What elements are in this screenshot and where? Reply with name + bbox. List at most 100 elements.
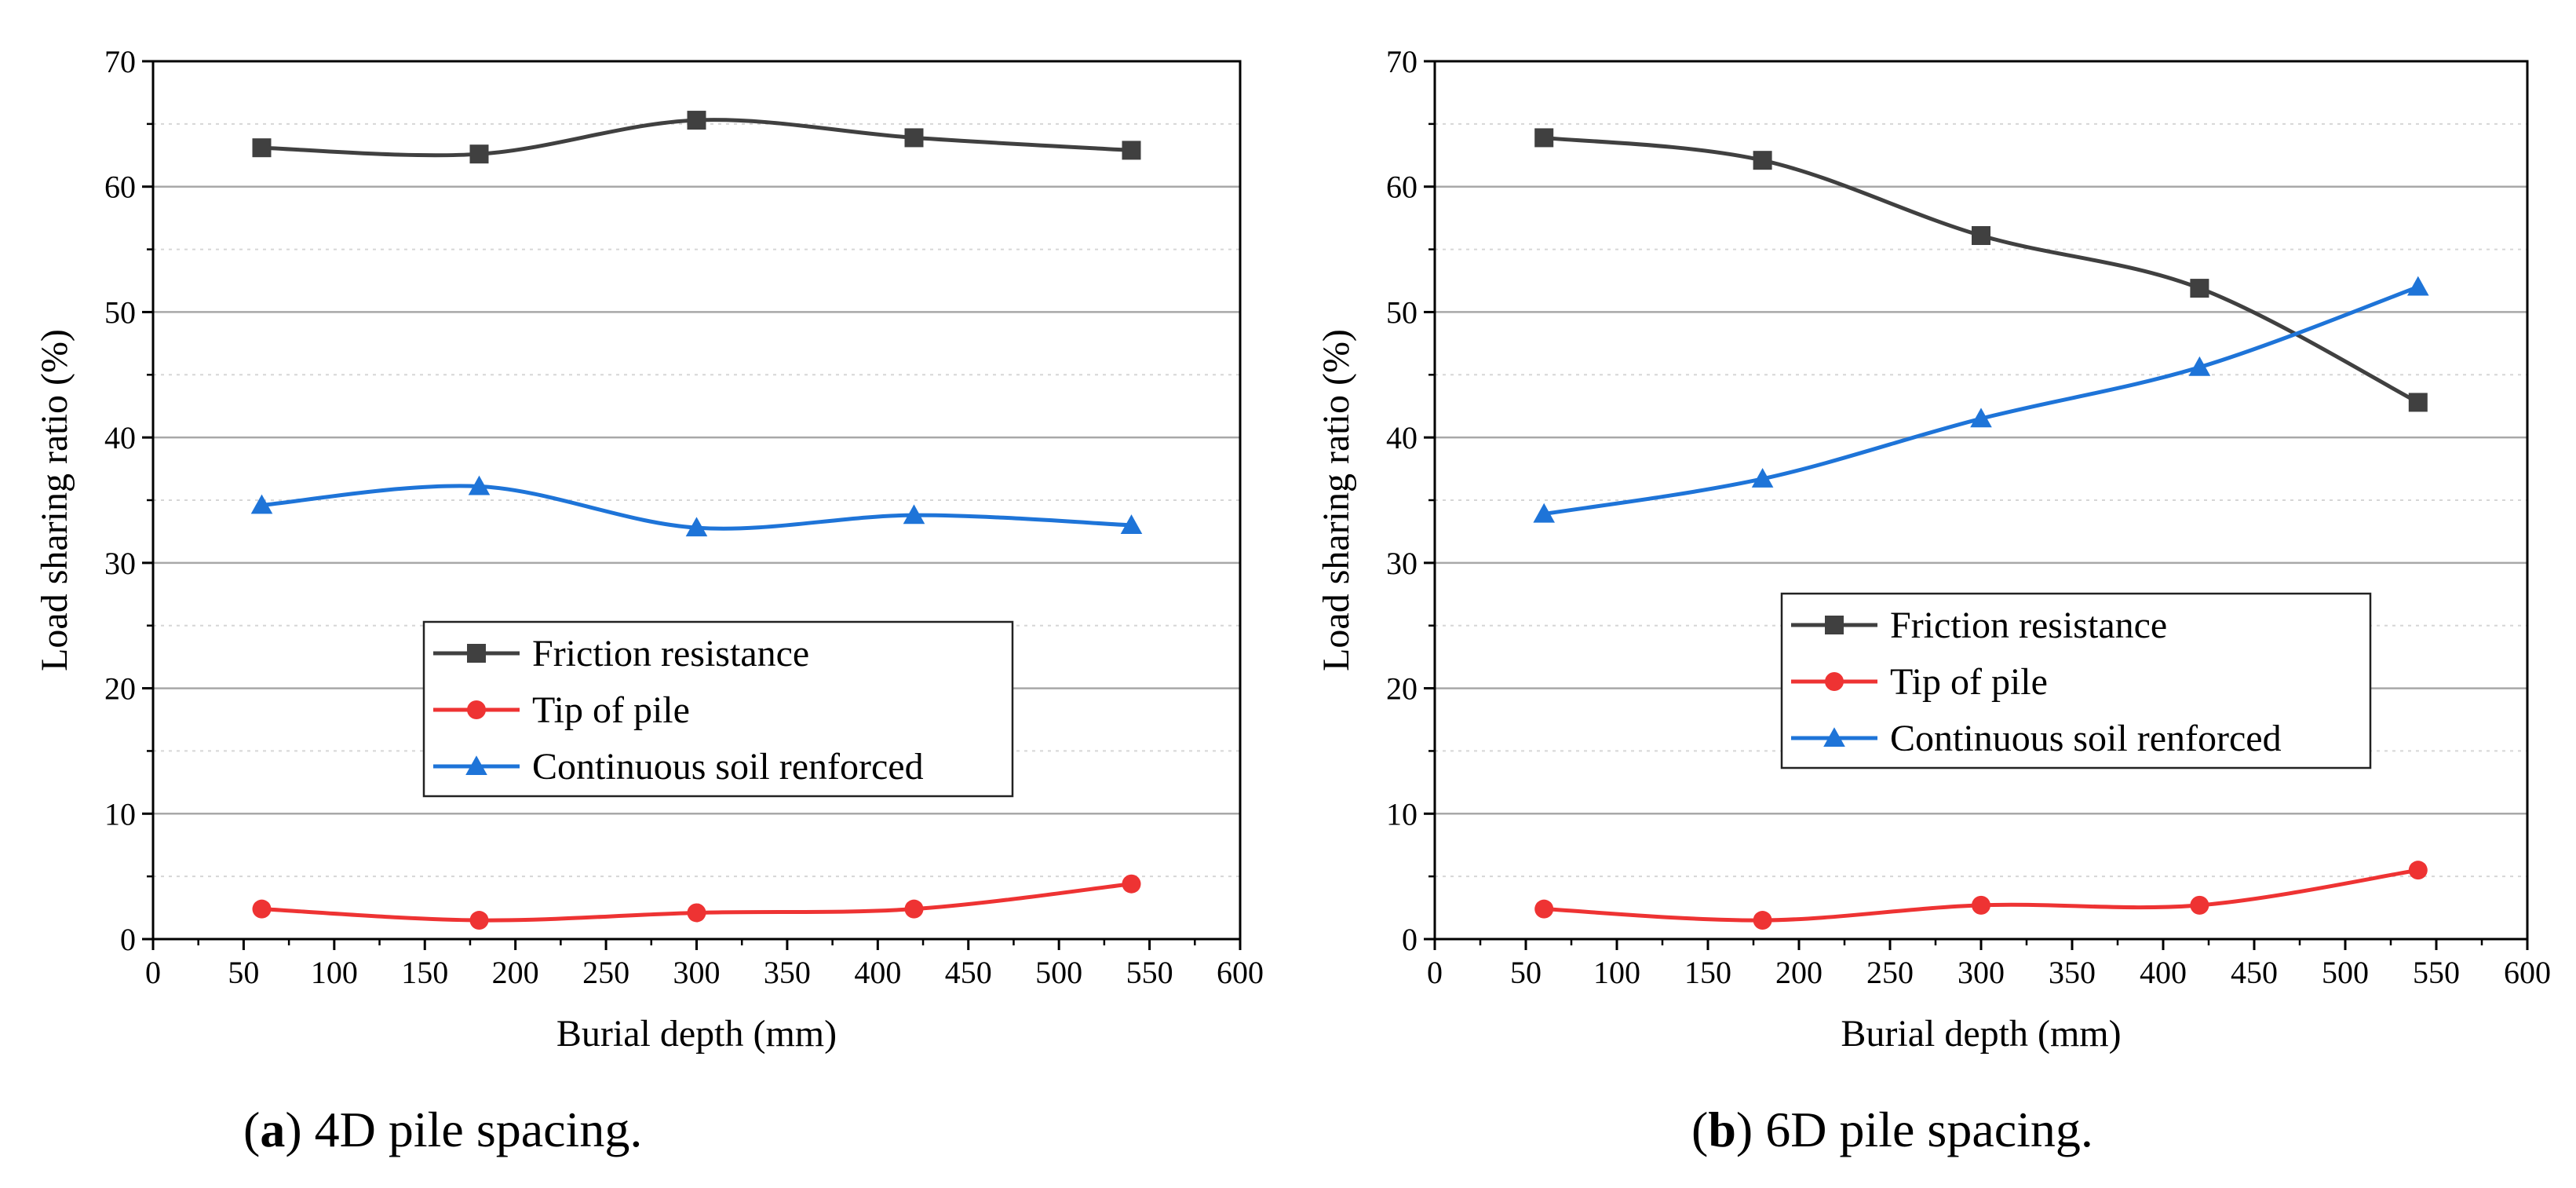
data-point-friction-resistance bbox=[469, 144, 489, 164]
chart-panel-a: 0 10 20 30 40 50 60 70 0 50 100 150 200 250 300 350 400 4… bbox=[34, 44, 1264, 1157]
x-tick-label: 0 bbox=[145, 955, 161, 990]
x-tick-label: 450 bbox=[945, 955, 992, 990]
y-axis-title: Load sharing ratio (%) bbox=[34, 329, 75, 671]
y-tick-label: 20 bbox=[1386, 671, 1418, 707]
y-tick-label: 10 bbox=[104, 796, 136, 832]
data-point-continuous-soil-renforced bbox=[1970, 408, 1992, 428]
legend-label-friction-resistance: Friction resistance bbox=[532, 633, 809, 674]
x-tick-label: 0 bbox=[1427, 955, 1443, 990]
data-point-friction-resistance bbox=[1534, 128, 1554, 148]
series-line-friction-resistance bbox=[1543, 135, 2419, 404]
legend-label-tip-of-pile: Tip of pile bbox=[532, 689, 690, 731]
data-point-friction-resistance bbox=[2190, 279, 2209, 298]
data-point-friction-resistance bbox=[687, 111, 706, 130]
x-tick-label: 600 bbox=[1217, 955, 1264, 990]
y-tick-label: 0 bbox=[1402, 922, 1418, 957]
y-tick-label: 40 bbox=[104, 420, 136, 455]
x-axis-title: Burial depth (mm) bbox=[556, 1013, 837, 1055]
legend-label-continuous-soil-renforced: Continuous soil renforced bbox=[1890, 718, 2282, 759]
data-point-continuous-soil-renforced bbox=[2188, 356, 2211, 376]
data-point-friction-resistance bbox=[904, 128, 924, 148]
y-tick-label: 50 bbox=[104, 294, 136, 330]
data-point-tip-of-pile bbox=[1753, 911, 1772, 930]
x-tick-label: 400 bbox=[854, 955, 901, 990]
y-tick-label: 0 bbox=[120, 922, 136, 957]
x-tick-label: 600 bbox=[2504, 955, 2551, 990]
legend-box bbox=[422, 620, 1014, 798]
caption-text: ) 6D pile spacing. bbox=[1736, 1102, 2093, 1157]
data-point-continuous-soil-renforced bbox=[2407, 276, 2429, 296]
legend-marker-tip-of-pile bbox=[467, 700, 486, 719]
legend-marker-continuous-soil-renforced bbox=[465, 755, 487, 776]
x-tick-label: 300 bbox=[673, 955, 721, 990]
x-tick-label: 50 bbox=[228, 955, 259, 990]
data-point-tip-of-pile bbox=[2408, 861, 2428, 880]
legend-marker-tip-of-pile bbox=[1825, 672, 1844, 691]
data-point-friction-resistance bbox=[252, 138, 272, 158]
data-point-tip-of-pile bbox=[1122, 874, 1141, 894]
y-tick-label: 70 bbox=[1386, 44, 1418, 79]
x-tick-label: 400 bbox=[2140, 955, 2187, 990]
x-tick-label: 500 bbox=[1035, 955, 1082, 990]
data-point-friction-resistance bbox=[1122, 141, 1141, 160]
x-tick-label: 100 bbox=[1593, 955, 1640, 990]
caption-text: ) 4D pile spacing. bbox=[285, 1102, 642, 1157]
y-tick-label: 70 bbox=[104, 44, 136, 79]
x-tick-label: 150 bbox=[1684, 955, 1731, 990]
legend-marker-friction-resistance bbox=[1825, 616, 1844, 634]
data-point-continuous-soil-renforced bbox=[685, 517, 708, 537]
x-tick-label: 350 bbox=[764, 955, 811, 990]
figure-caption: (b) 6D pile spacing. bbox=[1691, 1102, 2093, 1157]
data-point-friction-resistance bbox=[2408, 393, 2428, 412]
data-point-continuous-soil-renforced bbox=[903, 504, 925, 525]
legend-marker-continuous-soil-renforced bbox=[1823, 727, 1845, 748]
y-tick-label: 30 bbox=[104, 546, 136, 581]
chart-panel-b: 0 10 20 30 40 50 60 70 0 50 100 150 200 250 300 350 400 4… bbox=[1315, 44, 2551, 1157]
x-axis-title: Burial depth (mm) bbox=[1841, 1013, 2121, 1055]
legend-label-friction-resistance: Friction resistance bbox=[1890, 605, 2167, 646]
data-point-tip-of-pile bbox=[2190, 895, 2209, 915]
y-tick-label: 10 bbox=[1386, 796, 1418, 832]
x-tick-label: 250 bbox=[582, 955, 629, 990]
data-point-tip-of-pile bbox=[904, 899, 924, 919]
data-point-tip-of-pile bbox=[1972, 895, 1990, 915]
x-tick-label: 200 bbox=[1775, 955, 1823, 990]
x-tick-label: 350 bbox=[2049, 955, 2096, 990]
y-tick-label: 60 bbox=[104, 170, 136, 205]
x-tick-label: 250 bbox=[1866, 955, 1914, 990]
caption-paren: ( bbox=[243, 1102, 260, 1157]
x-tick-label: 450 bbox=[2231, 955, 2278, 990]
legend-label-tip-of-pile: Tip of pile bbox=[1890, 661, 2048, 703]
y-tick-label: 30 bbox=[1386, 546, 1418, 581]
y-tick-label: 40 bbox=[1386, 420, 1418, 455]
data-point-continuous-soil-renforced bbox=[1120, 514, 1143, 534]
caption-letter: a bbox=[260, 1102, 285, 1157]
legend-marker-friction-resistance bbox=[467, 644, 486, 663]
legend-label-continuous-soil-renforced: Continuous soil renforced bbox=[532, 746, 924, 788]
legend-box bbox=[1780, 592, 2372, 769]
series-line-continuous-soil-renforced bbox=[1543, 285, 2419, 517]
data-point-continuous-soil-renforced bbox=[468, 475, 491, 495]
y-tick-label: 50 bbox=[1386, 294, 1418, 330]
data-point-tip-of-pile bbox=[687, 903, 706, 923]
x-tick-label: 550 bbox=[2413, 955, 2460, 990]
data-point-friction-resistance bbox=[1753, 151, 1772, 170]
caption-paren: ( bbox=[1691, 1102, 1708, 1157]
data-point-continuous-soil-renforced bbox=[250, 494, 273, 514]
y-tick-label: 20 bbox=[104, 671, 136, 707]
x-tick-label: 100 bbox=[311, 955, 358, 990]
x-tick-label: 50 bbox=[1510, 955, 1542, 990]
data-point-tip-of-pile bbox=[252, 899, 272, 919]
data-point-continuous-soil-renforced bbox=[1751, 468, 1774, 488]
x-tick-label: 150 bbox=[401, 955, 448, 990]
figure-caption: (a) 4D pile spacing. bbox=[243, 1102, 642, 1157]
x-tick-label: 200 bbox=[492, 955, 539, 990]
y-tick-label: 60 bbox=[1386, 170, 1418, 205]
y-axis-title: Load sharing ratio (%) bbox=[1315, 329, 1357, 671]
data-point-continuous-soil-renforced bbox=[1533, 503, 1555, 523]
x-tick-label: 500 bbox=[2322, 955, 2369, 990]
data-point-friction-resistance bbox=[1972, 226, 1990, 246]
data-point-tip-of-pile bbox=[469, 911, 489, 930]
caption-letter: b bbox=[1708, 1102, 1736, 1157]
